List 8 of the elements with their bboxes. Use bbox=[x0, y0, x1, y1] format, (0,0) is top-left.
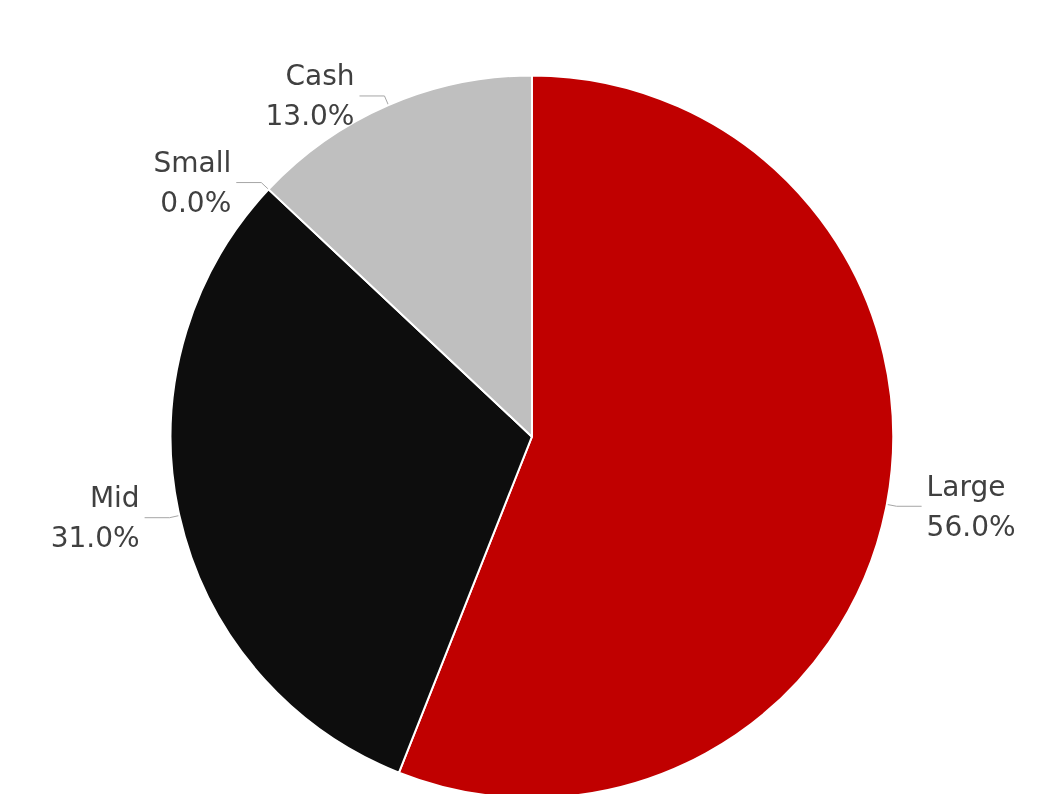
slice-label: Cash bbox=[285, 59, 355, 93]
data-label: 31.0% bbox=[50, 521, 140, 555]
slice-label: Mid bbox=[89, 481, 140, 515]
text: 0.0% bbox=[160, 186, 232, 220]
data-label: 56.0% bbox=[926, 509, 1016, 543]
category-label: Small bbox=[153, 146, 232, 180]
slice-label: Large bbox=[926, 469, 1006, 503]
data-label: 13.0% bbox=[265, 99, 355, 133]
